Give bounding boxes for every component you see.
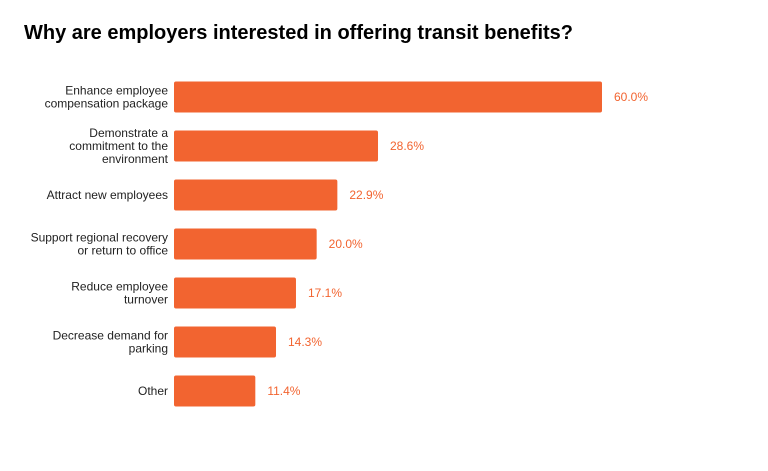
- category-label-2: Attract new employees: [47, 188, 168, 202]
- bar-6: [174, 375, 256, 407]
- category-label-1: Demonstrate a commitment to the environmen…: [69, 126, 168, 166]
- value-label-4: 17.1%: [308, 286, 342, 300]
- category-label-line: Attract new employees: [47, 188, 168, 202]
- value-label-1: 28.6%: [390, 139, 424, 153]
- category-label-line: environment: [102, 152, 169, 166]
- category-label-3: Support regional recovery or return to of…: [31, 231, 169, 258]
- bars-group: [174, 81, 602, 407]
- category-label-line: Other: [138, 384, 168, 398]
- bar-5: [174, 326, 277, 358]
- category-label-4: Reduce employee turnover: [71, 280, 168, 307]
- chart-title: Why are employers interested in offering…: [24, 22, 574, 44]
- bar-1: [174, 130, 379, 162]
- category-label-5: Decrease demand for parking: [53, 329, 168, 356]
- value-label-6: 11.4%: [267, 384, 300, 398]
- bar-3: [174, 228, 317, 260]
- category-label-line: Support regional recovery: [31, 231, 168, 245]
- bar-2: [174, 179, 338, 211]
- category-labels-group: Enhance employee compensation package Demo…: [31, 84, 169, 399]
- category-label-0: Enhance employee compensation package: [45, 84, 169, 111]
- category-label-6: Other: [138, 384, 168, 398]
- value-label-2: 22.9%: [349, 188, 383, 202]
- category-label-line: Decrease demand for: [53, 329, 168, 343]
- bar-0: [174, 81, 602, 113]
- value-label-3: 20.0%: [329, 237, 363, 251]
- category-label-line: or return to office: [78, 244, 169, 258]
- value-label-5: 14.3%: [288, 335, 322, 349]
- value-labels-group: 60.0% 28.6% 22.9% 20.0% 17.1% 14.3% 11.4%: [267, 90, 648, 398]
- category-label-line: compensation package: [45, 97, 169, 111]
- category-label-line: commitment to the: [69, 139, 168, 153]
- bar-4: [174, 277, 296, 309]
- category-label-line: parking: [129, 342, 168, 356]
- category-label-line: Demonstrate a: [89, 126, 168, 140]
- category-label-line: Reduce employee: [71, 280, 168, 294]
- category-label-line: Enhance employee: [65, 84, 168, 98]
- value-label-0: 60.0%: [614, 90, 648, 104]
- category-label-line: turnover: [124, 293, 168, 307]
